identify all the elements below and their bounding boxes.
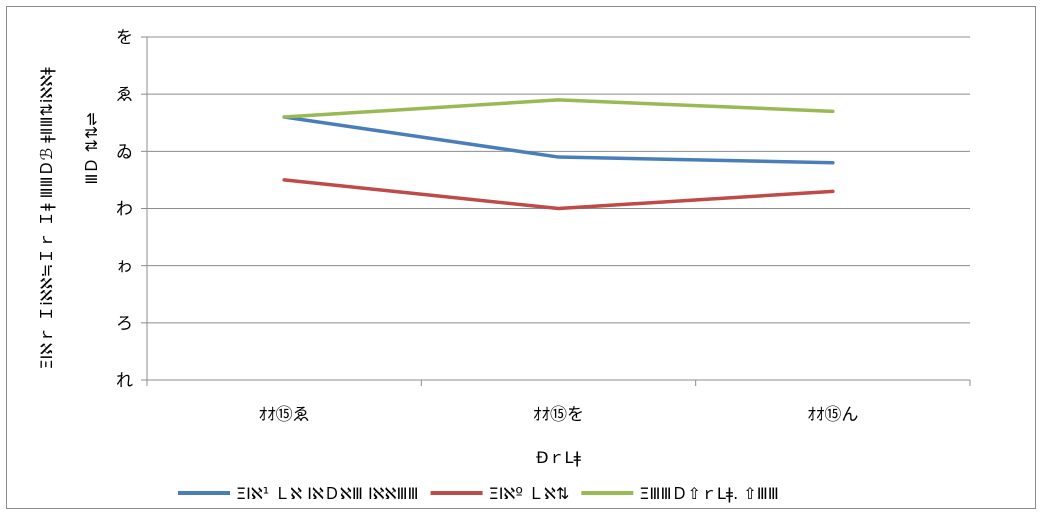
x-tick-label: ｵｵ⑮ゑ bbox=[259, 405, 310, 425]
legend: ΞΙℵ¹ Ｌℵ ΙℵＤℵⅢ ΙℵℵⅢⅢ ΞΙℵº Ｌℵ⇅ ΞⅢⅢＤ⇧ｒLǂ. ⇧ⅢⅢ bbox=[178, 484, 779, 503]
series-lines bbox=[282, 98, 835, 211]
x-axis-title: ÐｒLǂ bbox=[536, 448, 581, 467]
y-axis-title-line-2: ⅢＤ ⇅⇅⇌ bbox=[82, 112, 101, 184]
y-tick-label: ゎ bbox=[116, 257, 133, 277]
axes bbox=[146, 37, 970, 381]
x-tick-label: ｵｵ⑮ん bbox=[807, 405, 858, 425]
series-line bbox=[282, 115, 835, 165]
series-line bbox=[282, 98, 835, 119]
y-tick-label: ゐ bbox=[116, 142, 133, 162]
y-tick-label: わ bbox=[116, 200, 133, 220]
series-line bbox=[282, 178, 835, 211]
legend-label: ΞⅢⅢＤ⇧ｒLǂ. ⇧ⅢⅢ bbox=[639, 484, 778, 503]
y-axis-title: ΞΙℵｒ Ｉiℵℵ≒Ｉｒ Ｉǂ ⅢⅢＤℬ ǂⅡⅢ⇅iℵℵǂ ⅢＤ ⇅⇅⇌ bbox=[37, 67, 101, 370]
x-tick-labels: ｵｵ⑮ゑ ｵｵ⑮を ｵｵ⑮ん bbox=[259, 405, 859, 425]
chart-frame bbox=[6, 6, 1036, 509]
gridlines bbox=[141, 36, 971, 386]
y-tick-label: を bbox=[116, 28, 133, 48]
y-tick-label: ろ bbox=[116, 314, 133, 334]
y-tick-label: ゑ bbox=[116, 85, 133, 105]
x-tick-label: ｵｵ⑮を bbox=[533, 405, 584, 425]
y-axis-title-line-1: ΞΙℵｒ Ｉiℵℵ≒Ｉｒ Ｉǂ ⅢⅢＤℬ ǂⅡⅢ⇅iℵℵǂ bbox=[37, 67, 56, 370]
y-tick-label: れ bbox=[116, 371, 133, 391]
legend-label: ΞΙℵº Ｌℵ⇅ bbox=[489, 484, 570, 503]
legend-label: ΞΙℵ¹ Ｌℵ ΙℵＤℵⅢ ΙℵℵⅢⅢ bbox=[236, 484, 419, 503]
